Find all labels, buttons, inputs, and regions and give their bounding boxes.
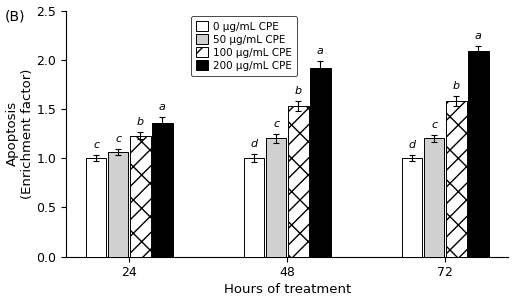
Text: a: a	[317, 46, 324, 56]
Bar	[468, 51, 489, 257]
Text: a: a	[159, 102, 166, 112]
Bar	[86, 158, 106, 257]
Text: c: c	[431, 120, 437, 130]
Text: c: c	[273, 119, 279, 129]
Bar	[244, 158, 264, 257]
Text: c: c	[93, 140, 99, 150]
Bar	[424, 139, 445, 257]
Bar	[152, 123, 173, 257]
Text: (B): (B)	[5, 9, 26, 23]
Bar	[108, 152, 128, 257]
Bar	[266, 139, 286, 257]
Bar	[288, 106, 308, 257]
Bar	[130, 136, 151, 257]
Y-axis label: Apoptosis
(Enrichment factor): Apoptosis (Enrichment factor)	[6, 68, 33, 199]
Legend: 0 μg/mL CPE, 50 μg/mL CPE, 100 μg/mL CPE, 200 μg/mL CPE: 0 μg/mL CPE, 50 μg/mL CPE, 100 μg/mL CPE…	[191, 16, 297, 76]
Text: b: b	[137, 117, 144, 127]
Text: c: c	[115, 134, 121, 144]
Bar	[402, 158, 423, 257]
Text: a: a	[475, 31, 482, 41]
Bar	[310, 68, 331, 257]
Bar	[446, 101, 467, 257]
X-axis label: Hours of treatment: Hours of treatment	[224, 284, 351, 297]
Text: b: b	[295, 86, 302, 96]
Text: d: d	[409, 140, 416, 150]
Text: d: d	[250, 139, 258, 149]
Text: b: b	[453, 81, 460, 91]
